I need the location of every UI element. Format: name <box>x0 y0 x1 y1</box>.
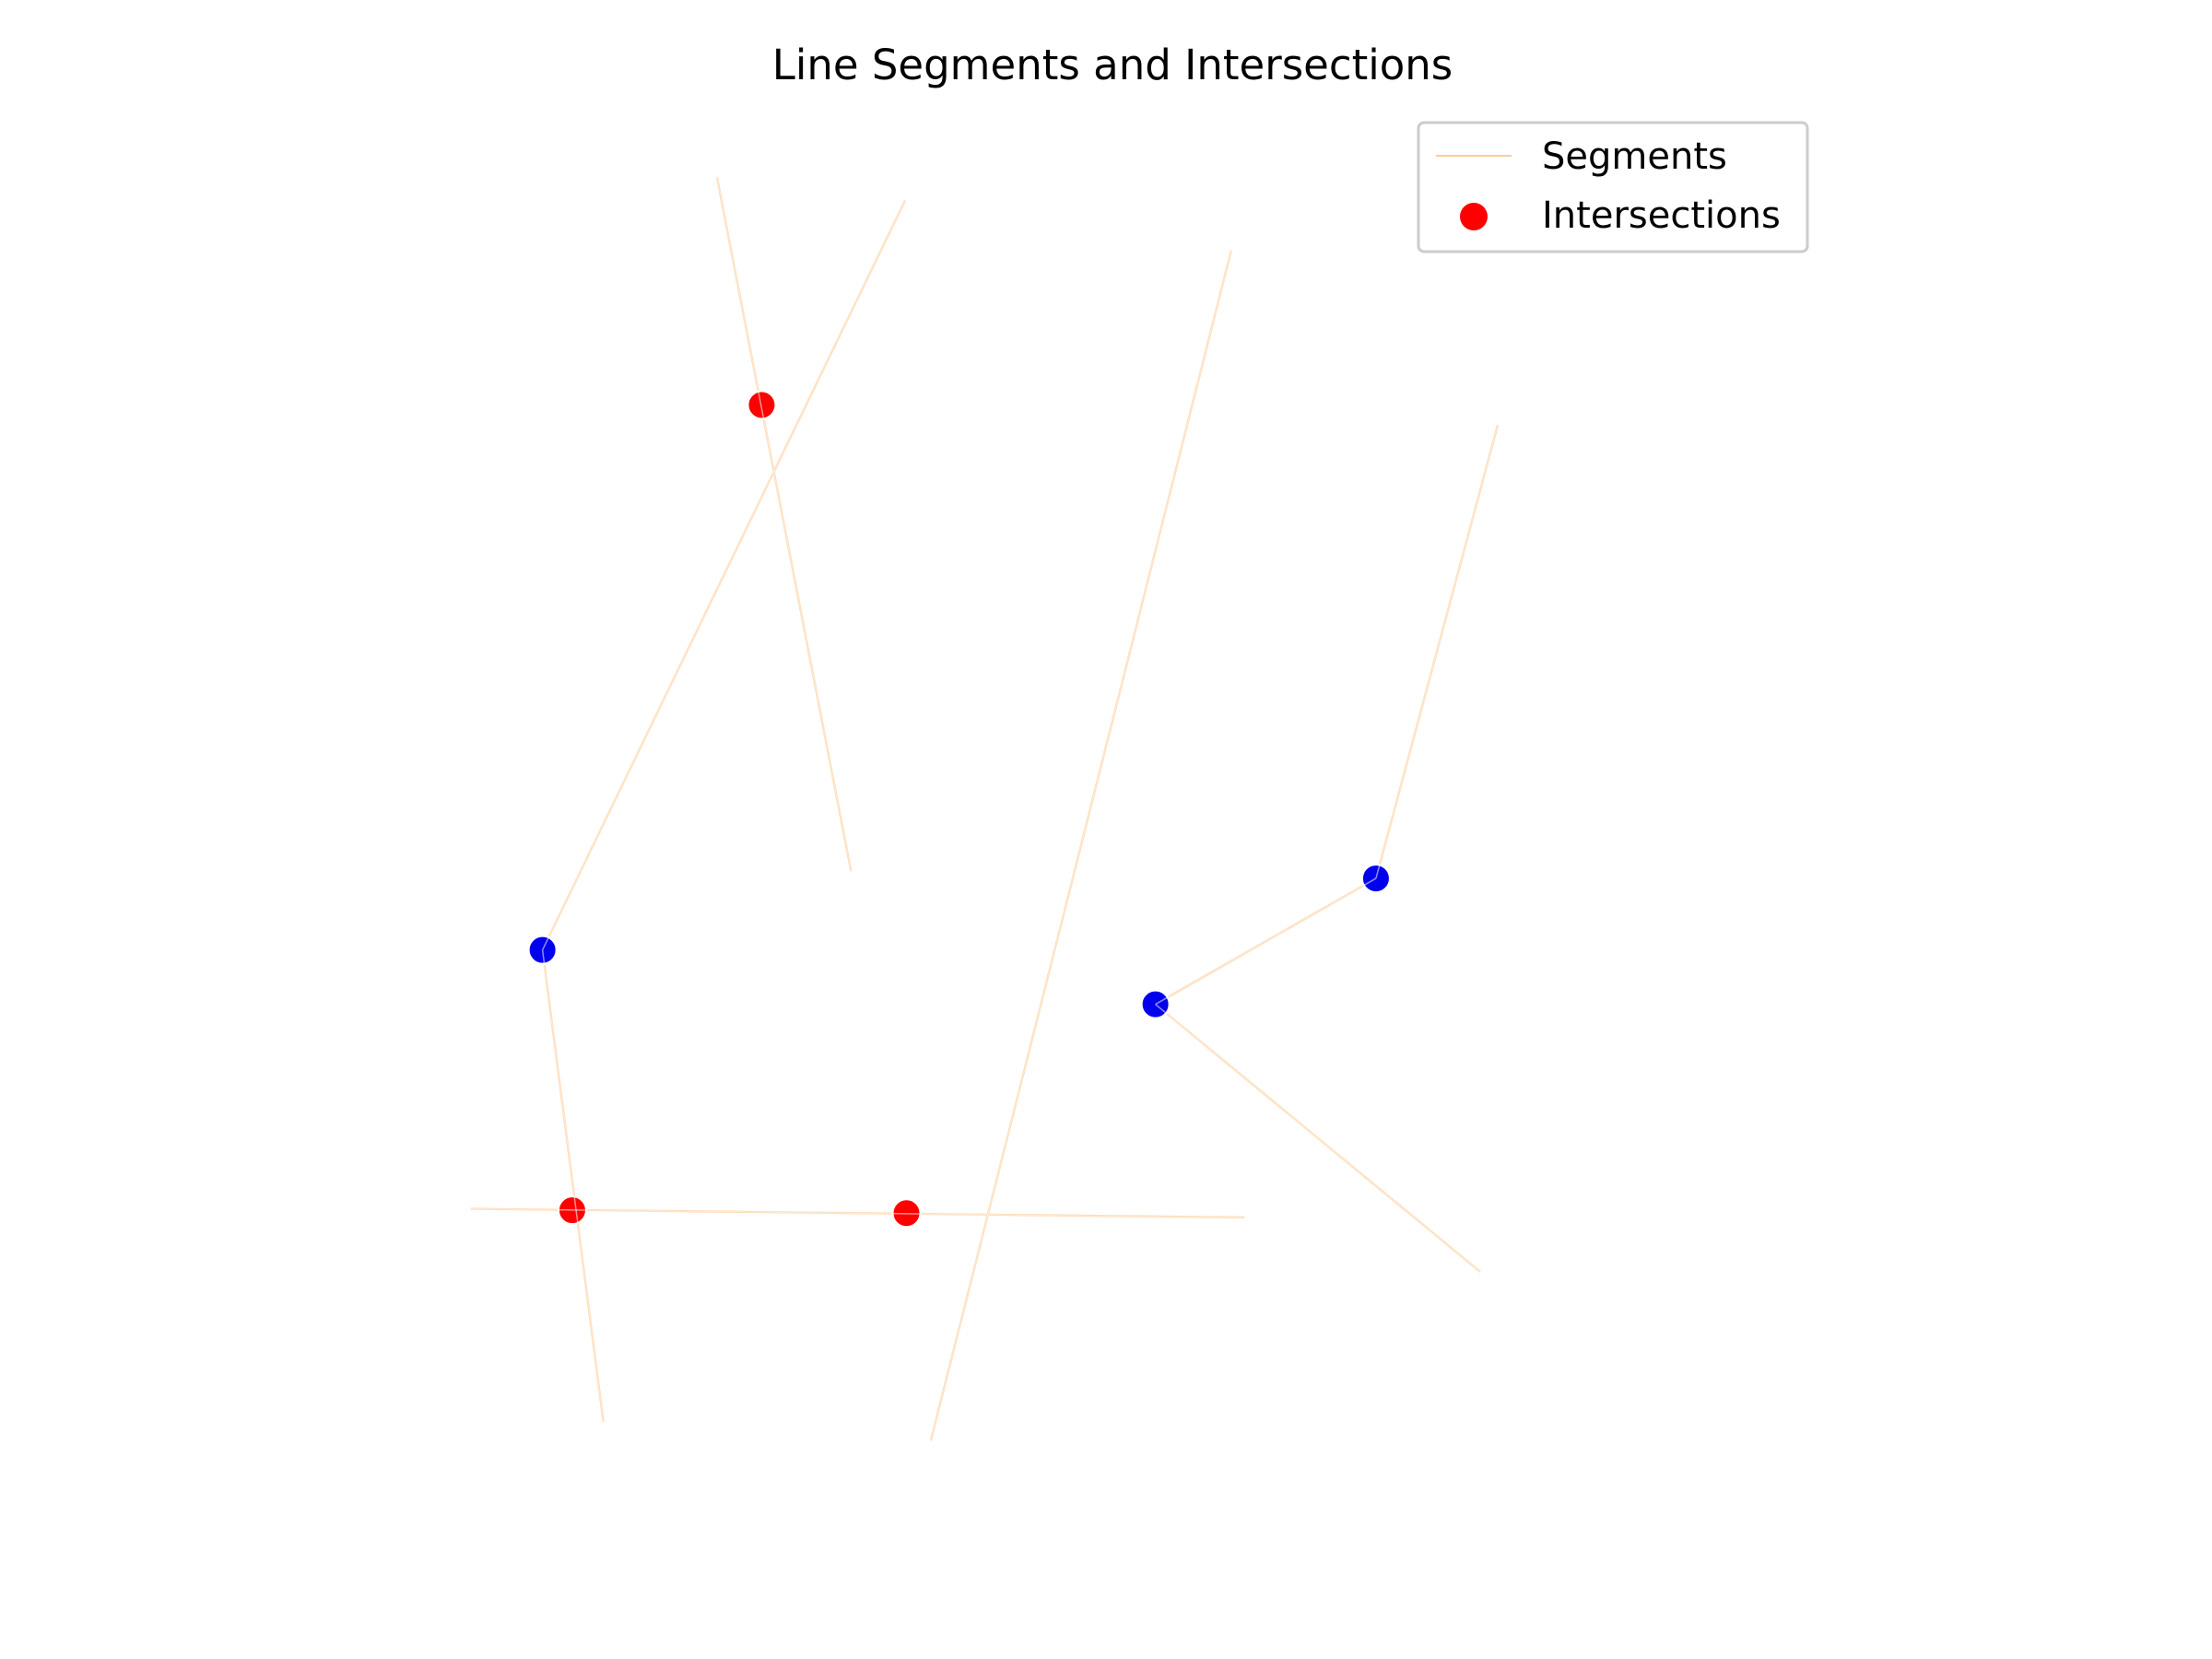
points-layer <box>470 177 1499 1441</box>
segment-overlay-1 <box>541 200 906 950</box>
segment-overlay-2 <box>930 250 1232 1441</box>
legend-intersections-label: Intersections <box>1542 194 1781 237</box>
segment-overlay-6 <box>470 1207 1245 1218</box>
segment-overlay-7 <box>541 949 605 1422</box>
legend-intersections-swatch <box>1460 203 1488 230</box>
segment-overlay-4 <box>1155 877 1377 1006</box>
segment-overlay-3 <box>1375 424 1499 879</box>
chart-title: Line Segments and Intersections <box>772 41 1453 89</box>
intersection-point-0 <box>747 390 777 420</box>
legend: Segments Intersections <box>1417 121 1809 253</box>
legend-box <box>1417 121 1809 253</box>
segment-overlay-5 <box>1155 1004 1481 1273</box>
legend-segments-label: Segments <box>1542 135 1727 178</box>
segment-overlay-0 <box>716 177 853 872</box>
segments-layer <box>470 177 1500 1441</box>
